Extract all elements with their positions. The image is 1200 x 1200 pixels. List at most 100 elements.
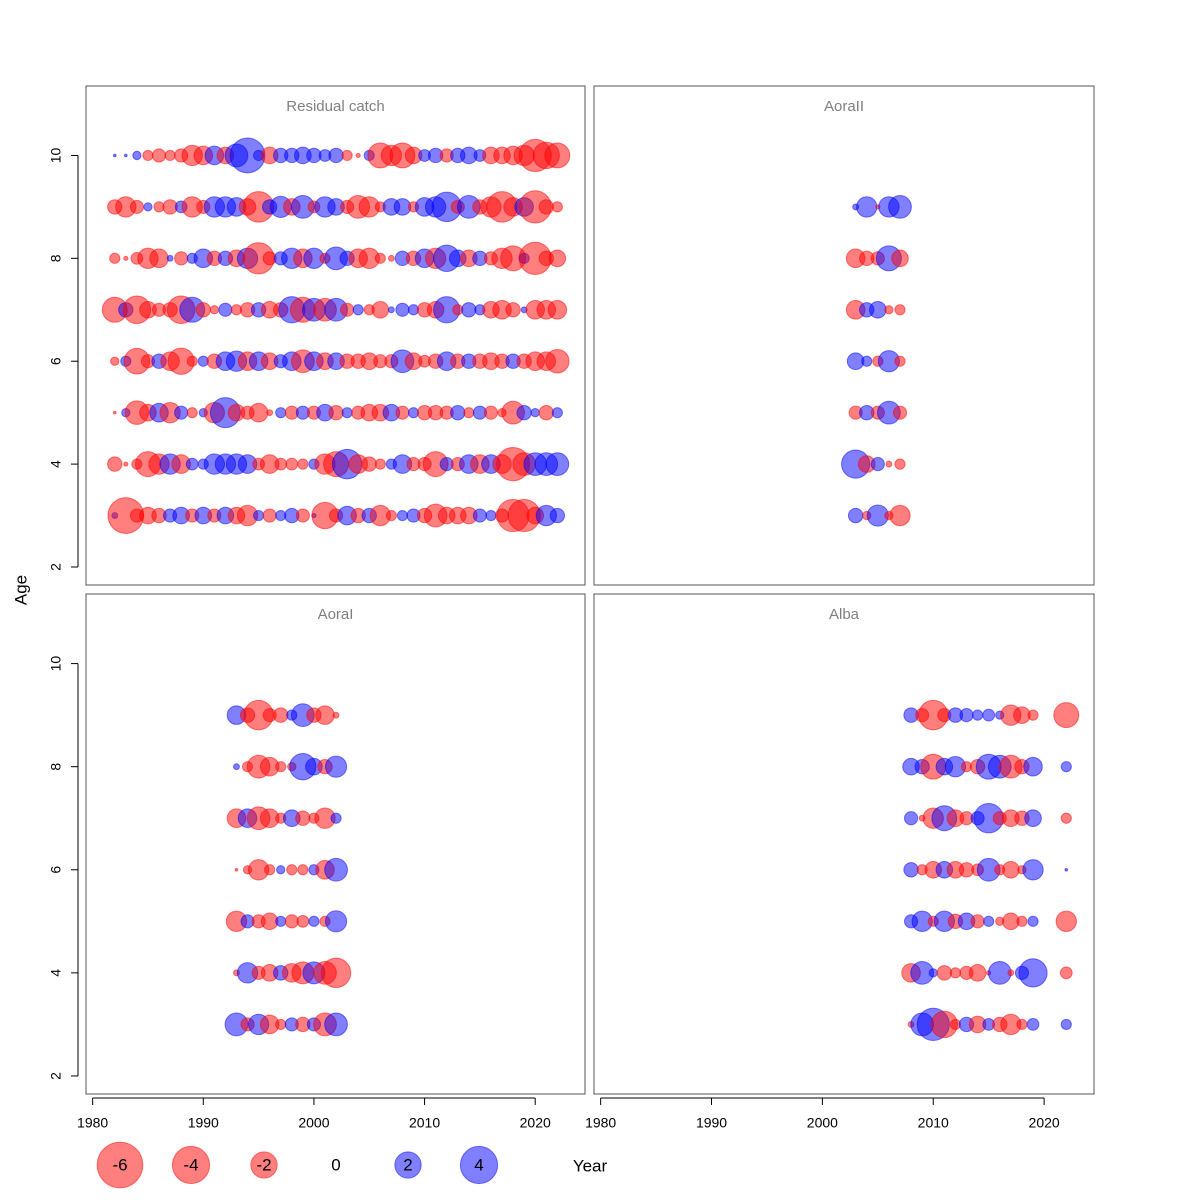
legend-label: 0 <box>331 1155 340 1174</box>
bubble <box>164 149 176 162</box>
panel-frame <box>593 85 1095 586</box>
bubble <box>1059 966 1073 980</box>
bubble <box>328 147 344 164</box>
bubble <box>861 355 873 367</box>
bubble <box>903 811 919 826</box>
bubble <box>505 302 521 318</box>
bubble <box>295 508 310 523</box>
bubble <box>340 302 355 317</box>
y-tick-label: 6 <box>48 357 64 365</box>
bubble <box>266 409 274 417</box>
bubble <box>538 199 554 215</box>
bubble <box>544 142 571 169</box>
bubble <box>463 407 475 419</box>
bubble <box>186 355 198 367</box>
bubble <box>549 507 566 524</box>
legend-label: 4 <box>474 1155 483 1174</box>
bubble <box>530 408 540 418</box>
bubble <box>385 509 397 522</box>
bubble <box>888 195 912 219</box>
bubble <box>233 763 240 771</box>
bubble <box>374 458 386 470</box>
bubble <box>1055 910 1077 933</box>
bubble <box>132 150 142 161</box>
x-tick-label: 2010 <box>409 1115 440 1131</box>
bubble <box>1026 1018 1040 1031</box>
bubble <box>195 302 211 318</box>
bubble <box>856 196 878 218</box>
bubble <box>284 914 299 929</box>
legend-bubble <box>171 1145 211 1185</box>
bubble <box>112 153 117 158</box>
bubble <box>341 149 353 162</box>
panel-frame <box>85 85 586 586</box>
bubble <box>174 405 189 420</box>
bubble <box>123 461 129 467</box>
bubble <box>1002 860 1020 879</box>
bubble <box>142 149 154 162</box>
legend-label: -6 <box>112 1155 127 1174</box>
bubble <box>361 456 377 472</box>
bubble <box>253 509 265 522</box>
bubble <box>450 404 466 421</box>
y-tick-label: 6 <box>48 866 64 874</box>
bubble <box>374 252 386 264</box>
bubble <box>884 305 894 315</box>
bubble <box>538 404 554 421</box>
bubble <box>889 504 911 527</box>
bubble <box>516 404 532 421</box>
bubble <box>324 1012 348 1037</box>
bubble <box>324 910 348 933</box>
bubble <box>297 864 309 876</box>
bubble <box>1027 709 1039 721</box>
y-tick-label: 4 <box>48 969 64 977</box>
bubble <box>870 457 885 472</box>
bubble <box>485 509 497 522</box>
y-tick-label: 4 <box>48 460 64 468</box>
bubble <box>264 864 276 876</box>
bubble <box>1060 761 1072 773</box>
bubble <box>551 407 563 419</box>
bubble <box>959 708 974 723</box>
bubble <box>218 302 233 317</box>
bubble <box>396 509 409 522</box>
bubble <box>982 708 996 722</box>
bubble <box>949 967 962 979</box>
legend-bubble <box>394 1151 422 1179</box>
bubble <box>970 914 985 929</box>
bubble <box>352 304 364 316</box>
bubble <box>885 460 893 468</box>
bubble <box>868 300 887 319</box>
bubble <box>276 865 286 875</box>
bubble <box>903 862 919 878</box>
legend-bubble <box>459 1145 499 1185</box>
bubble <box>968 964 987 982</box>
y-axis-label: Age <box>11 575 30 605</box>
panel-frame <box>85 593 586 1095</box>
bubble <box>143 202 153 212</box>
y-tick-label: 2 <box>48 1072 64 1080</box>
bubble <box>551 201 563 213</box>
bubble <box>1022 859 1044 881</box>
legend-label: -4 <box>183 1155 198 1174</box>
bubble <box>371 300 390 319</box>
bubble <box>324 755 348 778</box>
bubble <box>894 458 906 470</box>
bubble <box>892 405 908 420</box>
bubble <box>315 705 335 725</box>
bubble <box>297 458 309 470</box>
bubble <box>324 857 348 882</box>
bubble <box>320 957 352 989</box>
y-tick-label: 10 <box>48 147 64 163</box>
bubble <box>209 305 220 315</box>
bubble <box>936 965 953 981</box>
bubble <box>296 914 310 928</box>
x-tick-label: 2010 <box>918 1115 949 1131</box>
bubble <box>1027 915 1039 927</box>
bubble <box>129 199 144 214</box>
legend-label: 2 <box>403 1155 412 1174</box>
bubble <box>275 1018 287 1031</box>
bubble <box>387 306 395 314</box>
bubble <box>1024 809 1042 828</box>
legend-bubble <box>250 1151 278 1179</box>
